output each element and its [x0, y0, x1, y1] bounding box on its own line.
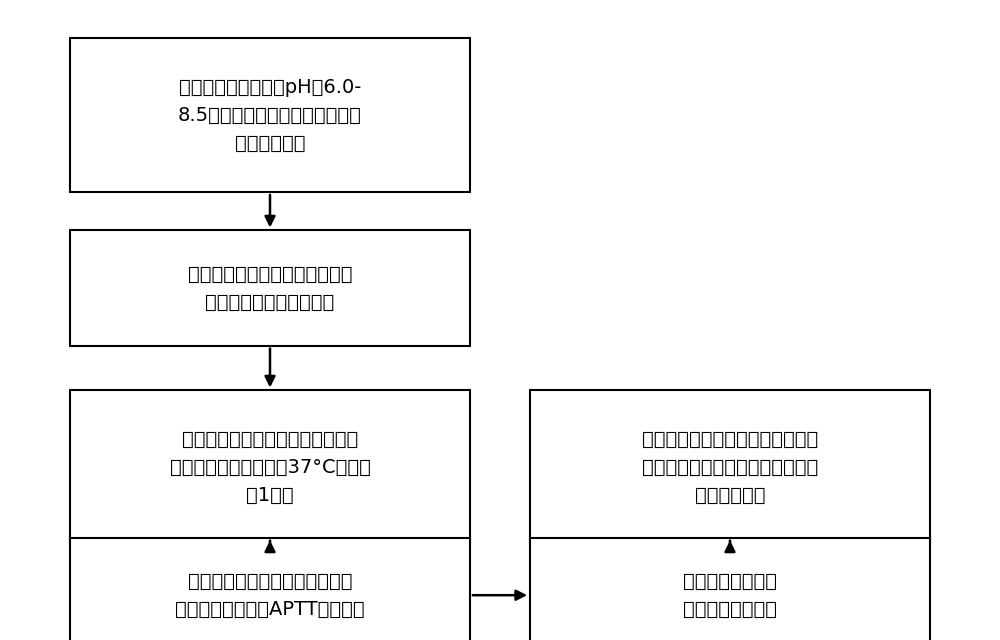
FancyBboxPatch shape — [530, 538, 930, 640]
FancyBboxPatch shape — [70, 538, 470, 640]
Text: 活化部分凝血活酶
时间的检测试剂盒: 活化部分凝血活酶 时间的检测试剂盒 — [683, 572, 777, 619]
Text: 向初始溶液中加入兔脑提取物，
不断研磨，使形成乳浊液: 向初始溶液中加入兔脑提取物， 不断研磨，使形成乳浊液 — [188, 264, 352, 312]
Text: 配制缓冲体系，调节pH为6.0-
8.5，加入激活剂鞣花酸、螯合剂
得到初始溶液: 配制缓冲体系，调节pH为6.0- 8.5，加入激活剂鞣花酸、螯合剂 得到初始溶液 — [178, 77, 362, 153]
FancyBboxPatch shape — [70, 230, 470, 346]
Text: 加入抗氧化剂、稳定剂、防腐剂，
并不断搅拌，然后置于37°C环境孵
育1小时: 加入抗氧化剂、稳定剂、防腐剂， 并不断搅拌，然后置于37°C环境孵 育1小时 — [170, 429, 370, 505]
Text: 分别称取氯化钙与防腐剂加入缓冲
液中，待试剂完全溶解后过滤，即
为氯化钙溶液: 分别称取氯化钙与防腐剂加入缓冲 液中，待试剂完全溶解后过滤，即 为氯化钙溶液 — [642, 429, 818, 505]
FancyBboxPatch shape — [70, 390, 470, 544]
Text: 将孵育好的乳浊液过滤或离心，
得到澄清液体即为APTT检测试剂: 将孵育好的乳浊液过滤或离心， 得到澄清液体即为APTT检测试剂 — [175, 572, 365, 619]
FancyBboxPatch shape — [70, 38, 470, 192]
FancyBboxPatch shape — [530, 390, 930, 544]
